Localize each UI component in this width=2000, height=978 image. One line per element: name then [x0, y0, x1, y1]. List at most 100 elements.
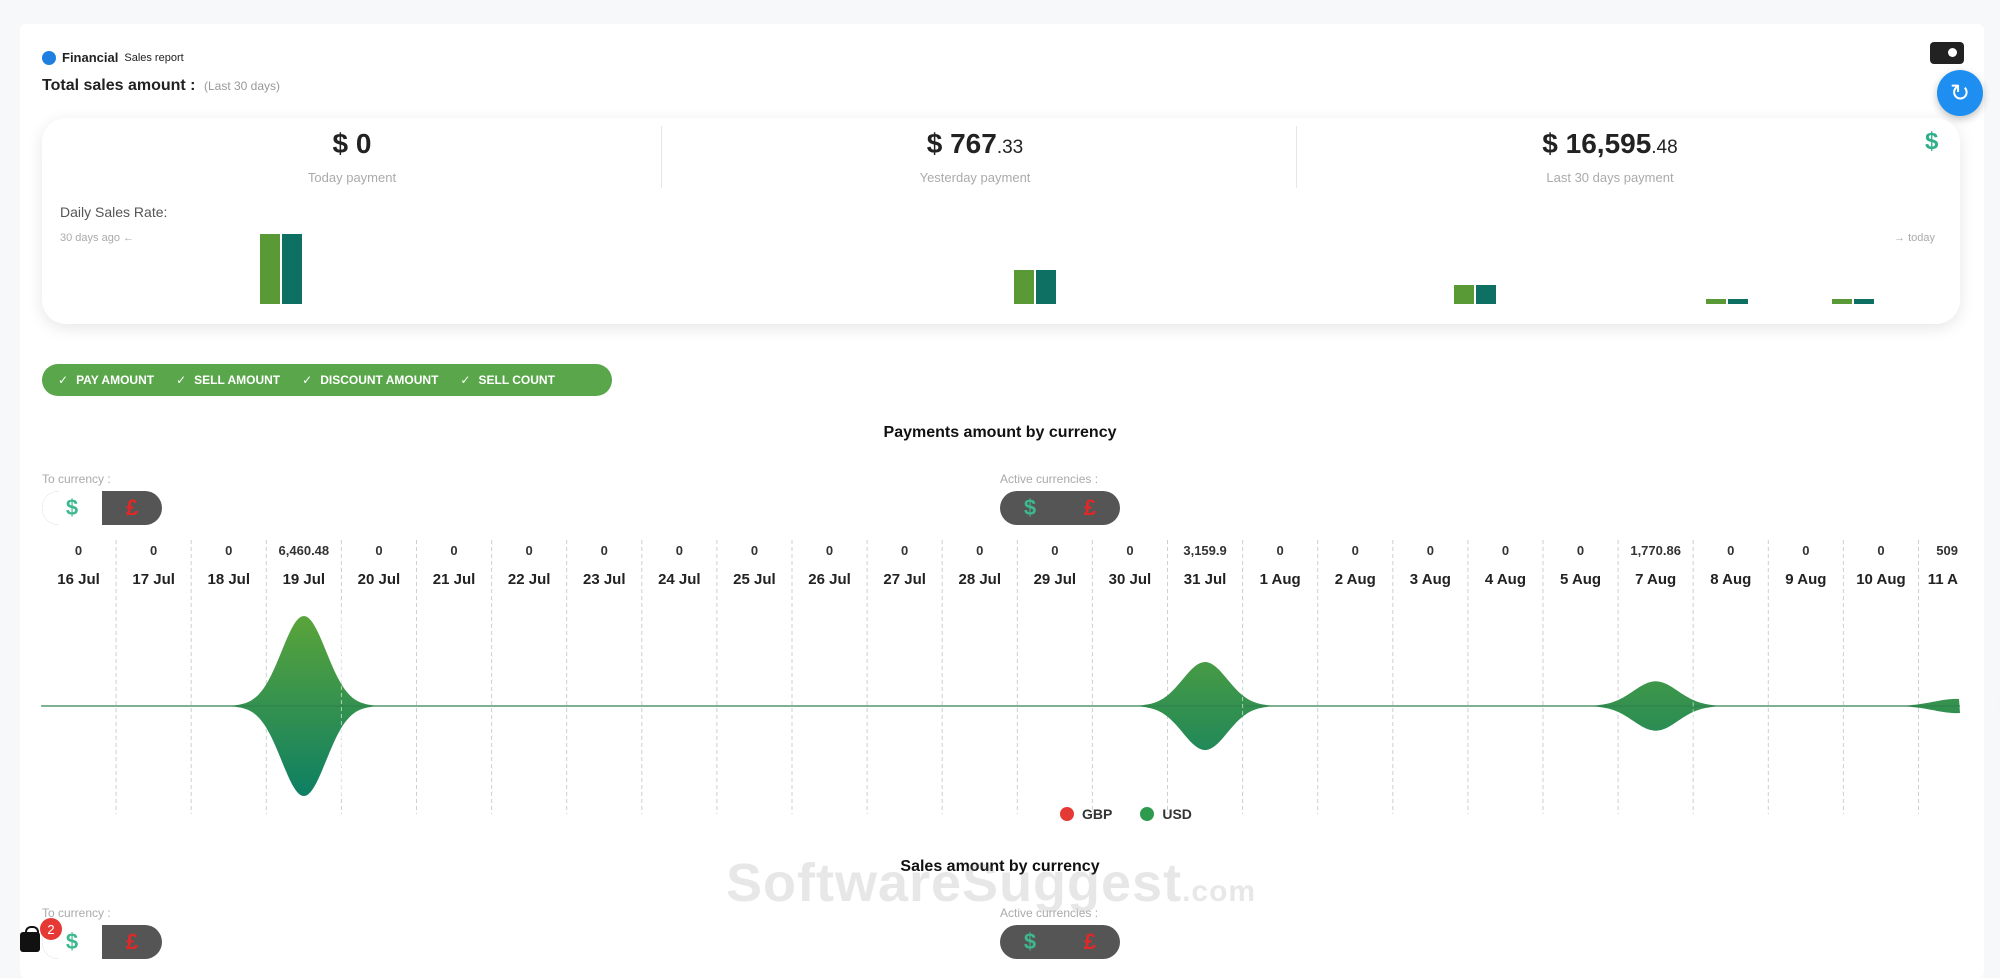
filter-pills: ✓ PAY AMOUNT ✓ SELL AMOUNT ✓ DISCOUNT AMOUN…: [42, 364, 612, 396]
value-label: 0: [1577, 543, 1584, 558]
value-label: 0: [826, 543, 833, 558]
value-label: 0: [1051, 543, 1058, 558]
stat-today-currency: $: [332, 128, 349, 159]
category-label: 8 Aug: [1710, 571, 1751, 588]
stat-today: $ 0 Today payment: [42, 128, 662, 194]
daily-bar-sell: [282, 234, 302, 304]
gbp-option[interactable]: £: [1083, 495, 1097, 520]
value-label: 3,159.9: [1183, 543, 1226, 558]
category-label: 4 Aug: [1485, 571, 1526, 588]
category-label: 20 Jul: [358, 571, 401, 588]
stat-last30-cents: .48: [1651, 137, 1678, 158]
value-label: 6,460.48: [279, 543, 330, 558]
category-label: 23 Jul: [583, 571, 626, 588]
value-label: 0: [901, 543, 908, 558]
chart-legend: GBP USD: [1060, 806, 1192, 822]
daily-bar-sell: [1036, 269, 1056, 304]
start-label: 30 days ago ←: [60, 232, 134, 244]
category-label: 3 Aug: [1410, 571, 1451, 588]
usd-option[interactable]: $: [1023, 495, 1037, 520]
filter-discount-amount[interactable]: ✓ DISCOUNT AMOUNT: [302, 373, 438, 387]
category-label: 17 Jul: [132, 571, 175, 588]
daily-bar-pay: [1832, 298, 1852, 304]
shopping-bag-icon: [20, 926, 40, 952]
stat-last30-currency: $: [1542, 128, 1558, 159]
divider: [1296, 126, 1297, 188]
check-icon: ✓: [58, 373, 69, 387]
arrow-left-icon: ←: [123, 232, 134, 244]
stat-last30-label: Last 30 days payment: [1546, 170, 1674, 185]
value-label: 0: [1802, 543, 1809, 558]
value-label: 0: [751, 543, 758, 558]
total-label: Total sales amount :: [42, 77, 196, 94]
watermark: SoftwareSuggest.com: [726, 852, 1256, 914]
filter-pay-amount[interactable]: ✓ PAY AMOUNT: [58, 373, 154, 387]
usd-option[interactable]: $: [42, 491, 102, 525]
daily-bar-sell: [1728, 298, 1748, 304]
legend-gbp[interactable]: GBP: [1060, 806, 1112, 822]
stat-yesterday-value: 767: [950, 128, 997, 159]
usd-option[interactable]: $: [1023, 929, 1037, 954]
active-currencies-toggle-2: $ £: [1000, 925, 1120, 959]
active-currencies-label-2: Active currencies :: [1000, 906, 1099, 920]
category-label: 22 Jul: [508, 571, 551, 588]
legend-usd-label: USD: [1162, 806, 1192, 822]
check-icon: ✓: [176, 373, 187, 387]
value-label: 0: [1277, 543, 1284, 558]
active-currencies-label: Active currencies :: [1000, 472, 1099, 486]
active-currencies-toggle: $ £: [1000, 491, 1120, 525]
value-label: 0: [225, 543, 232, 558]
category-label: 2 Aug: [1335, 571, 1376, 588]
camera-icon[interactable]: [1930, 42, 1964, 64]
category-label: 21 Jul: [433, 571, 476, 588]
to-currency-label: To currency :: [42, 472, 111, 486]
stat-last30-value: 16,595: [1565, 128, 1652, 159]
gbp-option[interactable]: £: [1083, 929, 1097, 954]
stat-last30: $ 16,595.48 Last 30 days payment: [1300, 128, 1920, 194]
refresh-icon: ↻: [1949, 79, 1971, 107]
category-label: 25 Jul: [733, 571, 776, 588]
value-label: 0: [601, 543, 608, 558]
to-currency-toggle-2: $ £: [42, 925, 162, 959]
value-label: 0: [1727, 543, 1734, 558]
category-label: 27 Jul: [883, 571, 926, 588]
to-currency-toggle: $ £: [42, 491, 162, 525]
start-text: 30 days ago: [60, 232, 120, 244]
daily-bar-sell: [1854, 298, 1874, 304]
value-label: 0: [676, 543, 683, 558]
daily-sales-rate-label: Daily Sales Rate:: [60, 204, 168, 220]
legend-usd[interactable]: USD: [1140, 806, 1192, 822]
dollar-icon: $: [1925, 128, 1939, 155]
cart-button[interactable]: 2: [10, 918, 62, 958]
watermark-main: SoftwareSuggest: [726, 853, 1183, 913]
sales-chart-title: Sales amount by currency: [900, 858, 1100, 875]
daily-bar-pay: [1706, 298, 1726, 304]
filter-label: PAY AMOUNT: [76, 373, 155, 387]
stat-today-value: 0: [355, 128, 372, 159]
category-label: 1 Aug: [1260, 571, 1301, 588]
divider: [661, 126, 662, 188]
filter-label: SELL AMOUNT: [194, 373, 281, 387]
filter-sell-amount[interactable]: ✓ SELL AMOUNT: [176, 373, 280, 387]
filter-sell-count[interactable]: ✓ SELL COUNT: [460, 373, 555, 387]
end-text: today: [1908, 232, 1935, 244]
total-sales-title: Total sales amount : (Last 30 days): [42, 77, 280, 95]
report-header: Financial Sales report Total sales amoun…: [42, 50, 280, 95]
category-label: 31 Jul: [1184, 571, 1227, 588]
value-label: 0: [1877, 543, 1884, 558]
brand: Financial Sales report: [42, 50, 280, 65]
legend-gbp-label: GBP: [1082, 806, 1113, 822]
category-label: 26 Jul: [808, 571, 851, 588]
value-label: 1,770.86: [1630, 543, 1681, 558]
category-label: 16 Jul: [57, 571, 100, 588]
category-label: 24 Jul: [658, 571, 701, 588]
gbp-option[interactable]: £: [125, 495, 139, 520]
end-label: → today: [1894, 232, 1935, 244]
category-label: 30 Jul: [1109, 571, 1152, 588]
value-label: 0: [450, 543, 457, 558]
category-label: 29 Jul: [1034, 571, 1077, 588]
gbp-option[interactable]: £: [125, 929, 139, 954]
value-label: 0: [1502, 543, 1509, 558]
brand-title: Financial: [62, 50, 119, 65]
refresh-button[interactable]: ↻: [1937, 70, 1983, 116]
